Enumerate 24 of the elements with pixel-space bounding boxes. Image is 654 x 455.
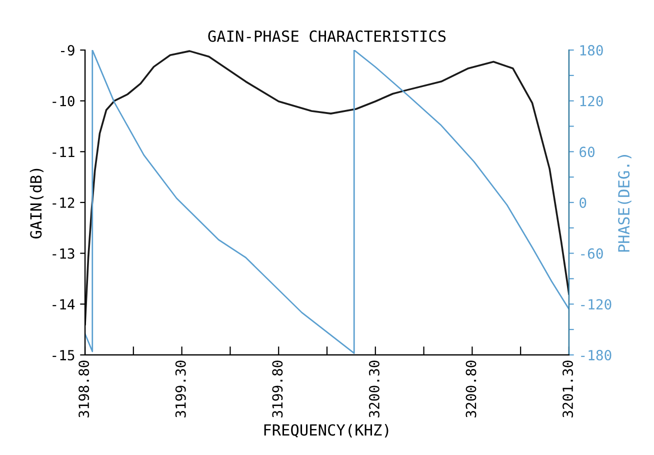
y-tick-label: -11 <box>52 146 74 157</box>
x-tick-label: 3200.30 <box>368 360 380 418</box>
y2-tick-label: -180 <box>581 350 612 360</box>
x-tick-label: 3199.80 <box>272 360 283 418</box>
y2-axis-title: PHASE(DEG.) <box>618 155 632 252</box>
y-tick-label: -10 <box>52 96 74 106</box>
y2-tick-label: 180 <box>580 45 603 56</box>
y2-tick-label: 0 <box>580 197 586 208</box>
y-tick-label: -13 <box>52 248 74 259</box>
y-tick-label: -12 <box>52 197 74 208</box>
y2-tick-label: -120 <box>581 299 612 310</box>
y2-tick-label: 120 <box>580 96 603 106</box>
y2-tick-label: -60 <box>581 248 603 259</box>
y-tick-label: -15 <box>52 350 74 360</box>
chart-title: GAIN-PHASE CHARACTERISTICS <box>208 30 446 42</box>
y-axis-title: GAIN(dB) <box>30 168 44 239</box>
x-tick-label: 3199.30 <box>175 360 186 418</box>
x-tick-label: 3201.30 <box>562 360 574 418</box>
x-tick-label: 3198.80 <box>78 360 90 418</box>
x-tick-label: 3200.80 <box>466 360 476 418</box>
y2-tick-label: 60 <box>580 146 595 158</box>
y-tick-label: -9 <box>60 45 74 56</box>
x-axis-title: FREQUENCY(KHZ) <box>264 424 388 438</box>
y-tick-label: -14 <box>52 299 75 310</box>
